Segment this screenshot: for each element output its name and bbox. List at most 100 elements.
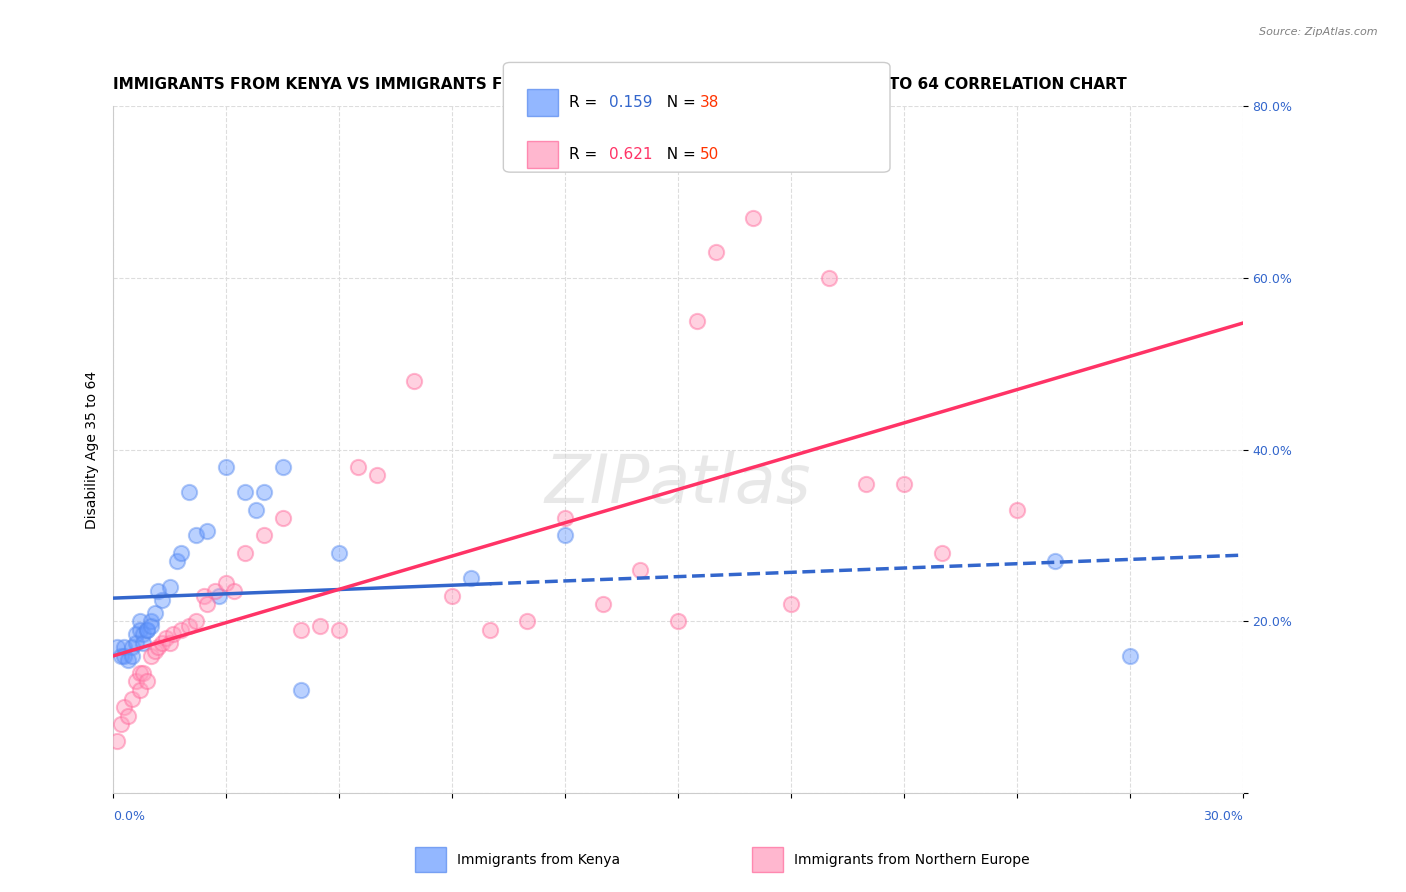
Point — [686, 314, 709, 328]
Point — [193, 589, 215, 603]
Point — [233, 485, 256, 500]
Point — [666, 615, 689, 629]
Point — [128, 615, 150, 629]
Point — [855, 476, 877, 491]
Point — [139, 615, 162, 629]
Point — [139, 648, 162, 663]
Point — [204, 584, 226, 599]
Point — [143, 644, 166, 658]
Point — [132, 665, 155, 680]
Point — [271, 459, 294, 474]
Text: Source: ZipAtlas.com: Source: ZipAtlas.com — [1260, 27, 1378, 37]
Point — [215, 459, 238, 474]
Point — [110, 648, 132, 663]
Point — [1043, 554, 1066, 568]
Text: 30.0%: 30.0% — [1204, 811, 1243, 823]
Point — [184, 615, 207, 629]
Point — [516, 615, 538, 629]
Text: 0.0%: 0.0% — [114, 811, 145, 823]
Point — [114, 640, 136, 654]
Y-axis label: Disability Age 35 to 64: Disability Age 35 to 64 — [86, 370, 100, 529]
Point — [128, 623, 150, 637]
Point — [114, 648, 136, 663]
Point — [166, 554, 188, 568]
Point — [184, 528, 207, 542]
Point — [143, 606, 166, 620]
Point — [117, 708, 139, 723]
Point — [245, 502, 267, 516]
Point — [347, 459, 370, 474]
Point — [404, 374, 426, 388]
Point — [148, 584, 170, 599]
Text: N =: N = — [657, 147, 700, 161]
Point — [328, 545, 350, 559]
Point — [170, 545, 193, 559]
Text: 0.621: 0.621 — [609, 147, 652, 161]
Point — [742, 211, 765, 225]
Point — [233, 545, 256, 559]
Point — [460, 571, 482, 585]
Point — [121, 640, 143, 654]
Point — [253, 485, 276, 500]
Point — [128, 665, 150, 680]
Text: ZIPatlas: ZIPatlas — [544, 450, 811, 516]
Point — [478, 623, 501, 637]
Point — [132, 636, 155, 650]
Point — [592, 597, 614, 611]
Point — [215, 575, 238, 590]
Point — [117, 653, 139, 667]
Point — [114, 700, 136, 714]
Point — [125, 627, 148, 641]
Point — [139, 618, 162, 632]
Point — [290, 683, 312, 698]
Point — [121, 648, 143, 663]
Point — [132, 627, 155, 641]
Point — [704, 245, 727, 260]
Point — [366, 468, 388, 483]
Point — [253, 528, 276, 542]
Point — [207, 589, 229, 603]
Text: IMMIGRANTS FROM KENYA VS IMMIGRANTS FROM NORTHERN EUROPE DISABILITY AGE 35 TO 64: IMMIGRANTS FROM KENYA VS IMMIGRANTS FROM… — [114, 78, 1128, 93]
Point — [554, 511, 576, 525]
Point — [148, 640, 170, 654]
Text: Immigrants from Kenya: Immigrants from Kenya — [457, 853, 620, 867]
Text: Immigrants from Northern Europe: Immigrants from Northern Europe — [794, 853, 1031, 867]
Point — [195, 524, 218, 538]
Text: N =: N = — [657, 95, 700, 110]
Point — [159, 636, 181, 650]
Point — [441, 589, 464, 603]
Point — [125, 674, 148, 689]
Point — [136, 623, 159, 637]
Point — [159, 580, 181, 594]
Point — [554, 528, 576, 542]
Point — [1005, 502, 1028, 516]
Text: R =: R = — [569, 147, 603, 161]
Point — [155, 632, 177, 646]
Point — [195, 597, 218, 611]
Point — [105, 734, 128, 748]
Point — [121, 691, 143, 706]
Point — [177, 618, 200, 632]
Point — [328, 623, 350, 637]
Point — [222, 584, 245, 599]
Point — [780, 597, 803, 611]
Point — [1119, 648, 1142, 663]
Point — [309, 618, 332, 632]
Point — [110, 717, 132, 731]
Point — [136, 623, 159, 637]
Text: R =: R = — [569, 95, 603, 110]
Point — [931, 545, 953, 559]
Text: 50: 50 — [700, 147, 720, 161]
Point — [150, 592, 173, 607]
Text: 38: 38 — [700, 95, 720, 110]
Point — [817, 270, 839, 285]
Point — [628, 563, 651, 577]
Point — [150, 636, 173, 650]
Point — [128, 683, 150, 698]
Point — [162, 627, 184, 641]
Point — [177, 485, 200, 500]
Point — [170, 623, 193, 637]
Point — [125, 636, 148, 650]
Point — [271, 511, 294, 525]
Text: 0.159: 0.159 — [609, 95, 652, 110]
